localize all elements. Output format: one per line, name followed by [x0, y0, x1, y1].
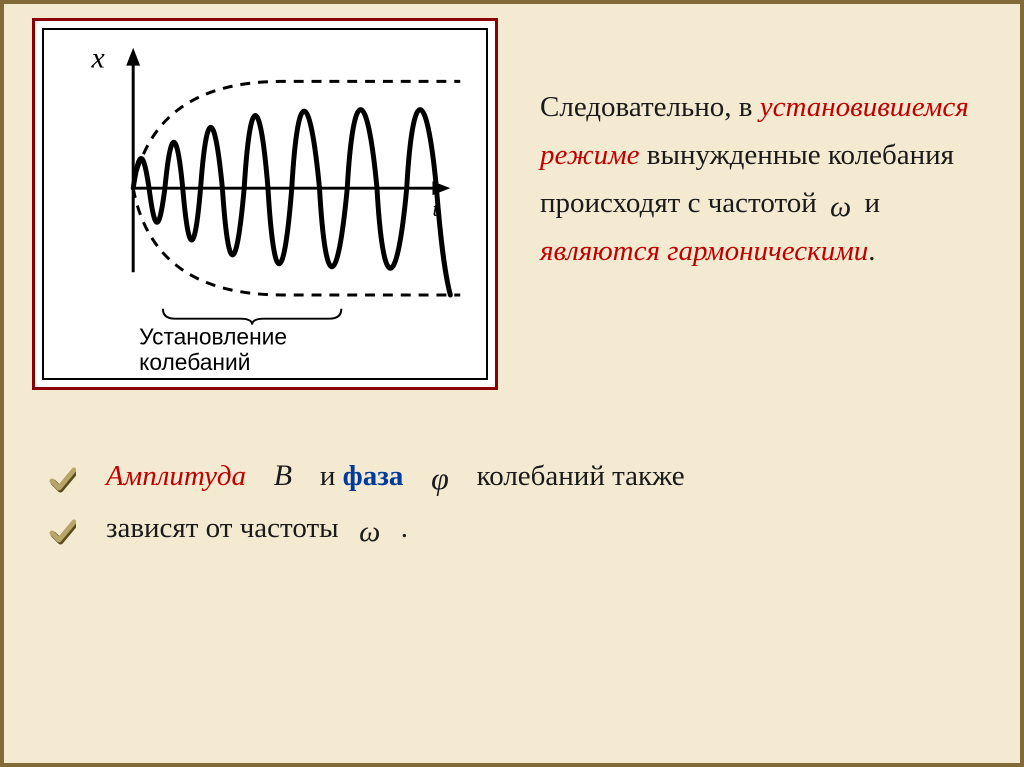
symbol-B: B — [268, 461, 298, 491]
slide: x t Установление колебаний Следовательно… — [0, 0, 1024, 767]
bullet-icon — [48, 466, 76, 494]
figure-container: x t Установление колебаний — [32, 18, 498, 390]
figure-caption-line1: Установление — [139, 323, 287, 349]
bottom-line-2: зависят от частоты ω . — [106, 502, 926, 554]
right-paragraph: Следовательно, в установившемся режиме в… — [540, 84, 990, 275]
brace — [163, 309, 341, 325]
text: . — [868, 235, 875, 267]
text: зависят от частоты — [106, 512, 346, 544]
bullet-icon — [48, 518, 76, 546]
symbol-omega: ω — [824, 192, 857, 222]
text-emphasis-red: являются гармоническими — [540, 235, 868, 267]
bottom-line-1: Амплитуда B и фаза φ колебаний также — [106, 450, 926, 502]
text: и — [320, 460, 343, 492]
text-phase: фаза — [343, 460, 404, 492]
bottom-paragraph: Амплитуда B и фаза φ колебаний также зав… — [106, 450, 926, 554]
x-axis-label: t — [432, 197, 439, 221]
symbol-omega: ω — [353, 517, 386, 547]
y-axis-label: x — [91, 43, 105, 75]
oscillation-diagram: x t Установление колебаний — [42, 28, 488, 380]
text: и — [857, 187, 880, 219]
text: . — [401, 512, 408, 544]
text: Следовательно, в — [540, 91, 760, 123]
figure-caption-line2: колебаний — [139, 349, 250, 375]
text-amplitude: Амплитуда — [106, 460, 246, 492]
text: колебаний также — [477, 460, 685, 492]
symbol-phi: φ — [425, 462, 455, 494]
